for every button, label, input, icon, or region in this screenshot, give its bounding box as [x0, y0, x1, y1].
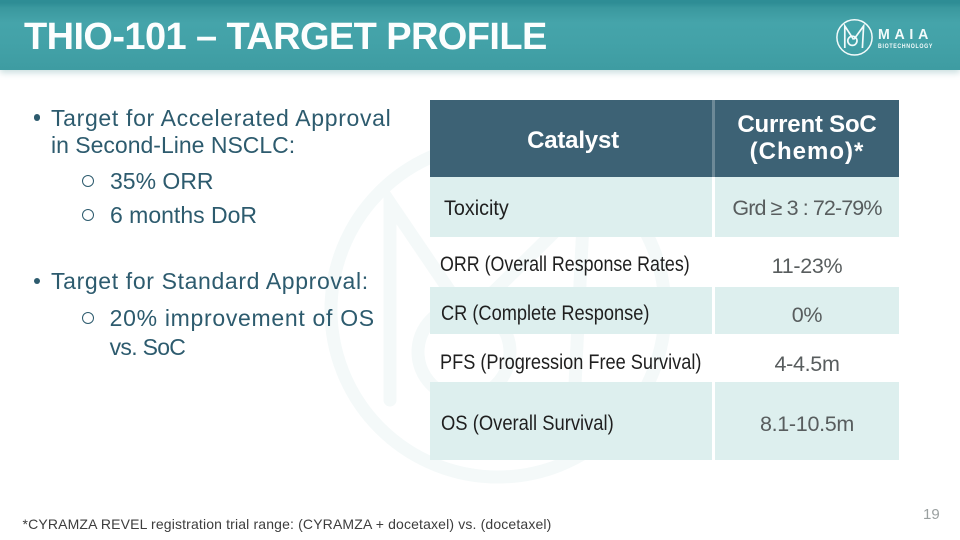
svg-text:BIOTECHNOLOGY: BIOTECHNOLOGY: [878, 43, 933, 50]
svg-text:MAIA: MAIA: [878, 26, 933, 43]
